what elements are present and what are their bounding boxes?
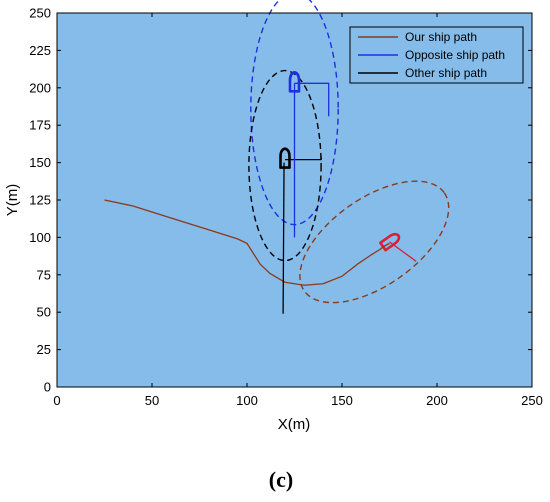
y-tick-label: 150 [29, 155, 51, 170]
y-tick-label: 100 [29, 230, 51, 245]
legend: Our ship path Opposite ship path Other shi… [349, 26, 524, 84]
y-tick-label: 75 [37, 267, 51, 282]
our-ship-path-line [104, 199, 390, 286]
x-axis-ticks: 0 50 100 150 200 250 [53, 13, 543, 408]
x-tick-label: 250 [521, 393, 543, 408]
our-ship-path-ship-marker [379, 232, 401, 252]
x-tick-label: 150 [331, 393, 353, 408]
y-tick-label: 25 [37, 342, 51, 357]
ship-markers [279, 71, 417, 262]
legend-label-our-ship-path: Our ship path [405, 30, 477, 44]
other-ship-path-domain-ellipse [248, 69, 322, 262]
other-ship-path-ship-marker [279, 147, 291, 169]
y-tick-label: 125 [29, 193, 51, 208]
x-tick-label: 200 [426, 393, 448, 408]
x-tick-label: 100 [236, 393, 258, 408]
other-ship-path-line [282, 162, 285, 314]
x-tick-label: 0 [53, 393, 60, 408]
other-ship-path-pointer-line [285, 156, 322, 161]
opposite-ship-path-pointer-line [294, 82, 330, 117]
y-tick-label: 200 [29, 80, 51, 95]
y-axis-label: Y(m) [4, 184, 21, 217]
x-tick-label: 50 [145, 393, 159, 408]
ship-paths [104, 83, 390, 314]
y-tick-label: 225 [29, 43, 51, 58]
y-tick-label: 250 [29, 6, 51, 21]
opposite-ship-path-ship-marker [288, 71, 301, 93]
figure-caption: (c) [269, 467, 293, 492]
legend-label-opposite-ship-path: Opposite ship path [405, 48, 505, 62]
legend-label-other-ship-path: Other ship path [405, 66, 487, 80]
y-tick-label: 0 [44, 380, 51, 395]
y-axis-ticks: 0 25 50 75 100 125 150 175 200 225 250 [29, 6, 532, 395]
our-ship-path-domain-ellipse [299, 180, 450, 304]
y-tick-label: 175 [29, 118, 51, 133]
y-tick-label: 50 [37, 305, 51, 320]
x-axis-label: X(m) [278, 416, 311, 433]
